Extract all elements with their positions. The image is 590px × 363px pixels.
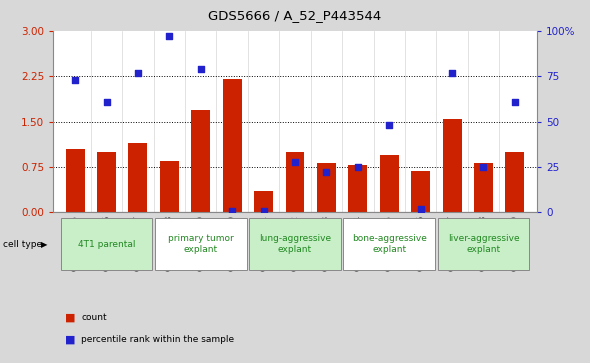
Text: ■: ■ [65,313,76,323]
Text: bone-aggressive
explant: bone-aggressive explant [352,234,427,254]
FancyBboxPatch shape [343,218,435,270]
Point [510,99,520,105]
FancyBboxPatch shape [155,218,247,270]
Text: ▶: ▶ [41,240,48,249]
Bar [65,149,84,212]
Bar [506,152,525,212]
Bar [254,191,273,212]
Point [385,122,394,128]
Bar [442,119,461,212]
Text: primary tumor
explant: primary tumor explant [168,234,234,254]
Point [196,66,205,72]
Point [102,99,112,105]
Point [228,208,237,213]
Point [353,164,362,170]
Text: cell type: cell type [3,240,42,249]
FancyBboxPatch shape [438,218,529,270]
Text: count: count [81,313,107,322]
Bar [223,79,241,212]
Bar [380,155,399,212]
Bar [191,110,210,212]
Text: liver-aggressive
explant: liver-aggressive explant [448,234,519,254]
FancyBboxPatch shape [249,218,341,270]
Point [259,208,268,213]
Bar [160,161,179,212]
Point [165,33,174,39]
Text: 4T1 parental: 4T1 parental [78,240,135,249]
Point [478,164,488,170]
Bar [129,143,148,212]
Bar [411,171,430,212]
Bar [474,163,493,212]
Bar [349,165,367,212]
Text: ■: ■ [65,334,76,344]
Point [416,206,425,212]
Text: GDS5666 / A_52_P443544: GDS5666 / A_52_P443544 [208,9,382,22]
Bar [97,152,116,212]
Point [322,170,331,175]
Point [290,159,300,164]
Bar [317,163,336,212]
Point [133,70,143,76]
Point [447,70,457,76]
Text: lung-aggressive
explant: lung-aggressive explant [259,234,331,254]
Point [70,77,80,83]
Text: percentile rank within the sample: percentile rank within the sample [81,335,235,344]
Bar [286,152,304,212]
FancyBboxPatch shape [61,218,152,270]
